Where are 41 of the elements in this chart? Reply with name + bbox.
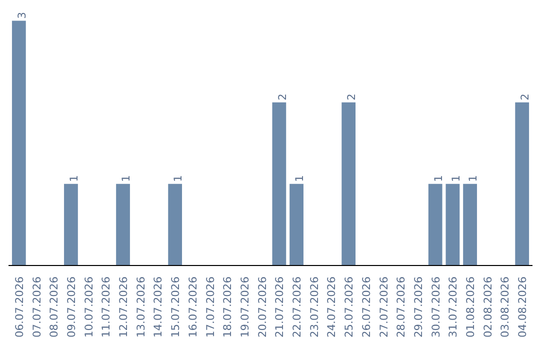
x-tick-label: 03.08.2026	[498, 276, 512, 338]
x-tick-label: 20.07.2026	[256, 276, 269, 338]
x-tick-label: 31.07.2026	[446, 276, 460, 338]
x-tick-label: 22.07.2026	[290, 276, 304, 338]
x-tick-label: 10.07.2026	[82, 276, 96, 338]
data-label: 1	[449, 175, 462, 182]
data-label: 1	[172, 175, 185, 182]
data-label: 1	[293, 175, 306, 182]
x-tick-label: 24.07.2026	[325, 276, 338, 338]
x-tick-label: 27.07.2026	[377, 276, 390, 338]
x-tick-label: 04.08.2026	[516, 276, 530, 338]
data-label: 1	[466, 175, 480, 182]
data-label: 2	[518, 94, 532, 100]
x-tick-label: 16.07.2026	[186, 276, 200, 338]
x-tick-label: 09.07.2026	[64, 276, 78, 338]
x-tick-label: 18.07.2026	[221, 276, 234, 338]
x-tick-label: 17.07.2026	[204, 276, 217, 338]
data-label: 2	[276, 94, 289, 100]
x-tick-label: 14.07.2026	[152, 276, 165, 338]
x-tick-label: 02.08.2026	[481, 276, 494, 338]
x-tick-label: 21.07.2026	[273, 276, 286, 338]
x-tick-label: 06.07.2026	[12, 276, 26, 338]
x-tick-label: 11.07.2026	[100, 276, 113, 338]
x-tick-label: 28.07.2026	[394, 276, 408, 338]
data-label: 3	[16, 12, 29, 19]
x-tick-label: 08.07.2026	[48, 276, 61, 338]
x-tick-label: 29.07.2026	[412, 276, 425, 338]
x-tick-label: 15.07.2026	[169, 276, 182, 338]
data-label: 1	[68, 175, 81, 182]
x-tick-label: 25.07.2026	[342, 276, 356, 338]
data-label: 1	[120, 175, 133, 182]
x-tick-label: 01.08.2026	[464, 276, 478, 338]
data-label: 1	[432, 175, 445, 182]
x-tick-label: 26.07.2026	[360, 276, 373, 338]
x-tick-label: 12.07.2026	[117, 276, 130, 338]
data-label: 2	[345, 94, 358, 100]
x-tick-label: 07.07.2026	[30, 276, 44, 338]
x-tick-label: 13.07.2026	[134, 276, 148, 338]
x-tick-label: 23.07.2026	[308, 276, 321, 338]
x-tick-label: 30.07.2026	[429, 276, 442, 338]
x-tick-label: 19.07.2026	[238, 276, 252, 338]
